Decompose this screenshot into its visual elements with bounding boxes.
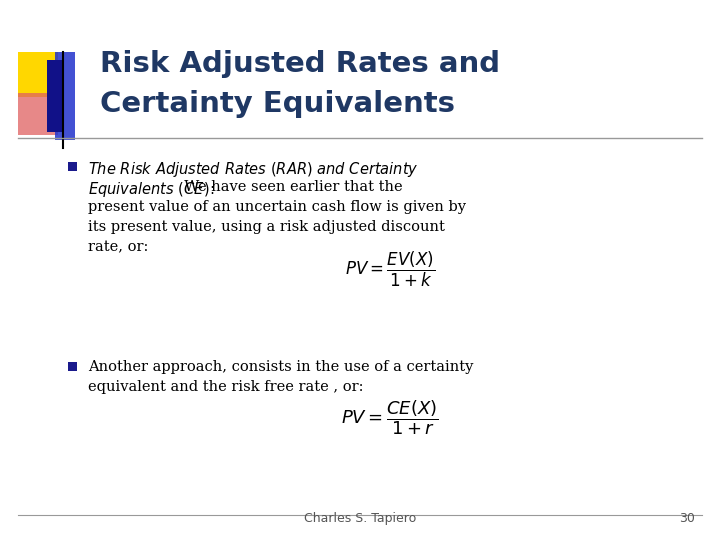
Text: $\mathit{Equivalents\ (CE)\!:}$: $\mathit{Equivalents\ (CE)\!:}$ (88, 180, 215, 199)
Bar (18, 93, 58, 135)
Text: $PV = \dfrac{EV(X)}{1+k}$: $PV = \dfrac{EV(X)}{1+k}$ (345, 250, 435, 289)
Text: Risk Adjusted Rates and: Risk Adjusted Rates and (100, 50, 500, 78)
Text: $PV = \dfrac{CE(X)}{1+r}$: $PV = \dfrac{CE(X)}{1+r}$ (341, 398, 438, 437)
Text: 30: 30 (679, 512, 695, 525)
Text: Another approach, consists in the use of a certainty: Another approach, consists in the use of… (88, 360, 473, 374)
Text: Charles S. Tapiero: Charles S. Tapiero (304, 512, 416, 525)
Bar (47, 60, 63, 132)
Bar (68, 162, 77, 171)
Text: We have seen earlier that the: We have seen earlier that the (175, 180, 402, 194)
Text: Certainty Equivalents: Certainty Equivalents (100, 90, 455, 118)
Text: $\mathit{The\ Risk\ Adjusted\ Rates\ (RAR)\ and\ Certainty}$: $\mathit{The\ Risk\ Adjusted\ Rates\ (RA… (88, 160, 419, 179)
Text: its present value, using a risk adjusted discount: its present value, using a risk adjusted… (88, 220, 445, 234)
Text: present value of an uncertain cash flow is given by: present value of an uncertain cash flow … (88, 200, 466, 214)
Text: rate, or:: rate, or: (88, 240, 148, 254)
Bar (18, 52, 58, 97)
Bar (68, 362, 77, 371)
Text: equivalent and the risk free rate , or:: equivalent and the risk free rate , or: (88, 380, 364, 394)
Bar (55, 52, 75, 140)
